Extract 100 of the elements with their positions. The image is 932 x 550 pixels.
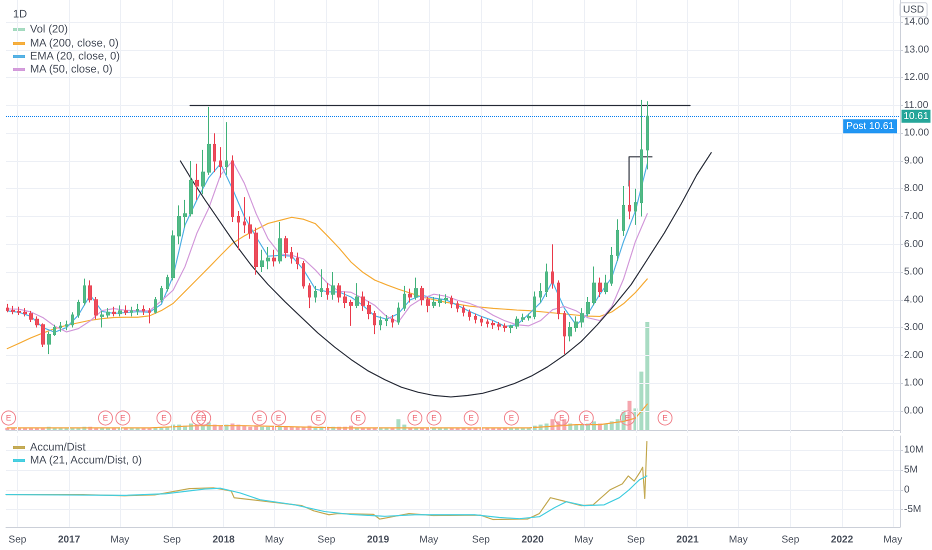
candlestick [17, 306, 21, 316]
candlestick [136, 303, 139, 316]
line-series [6, 216, 648, 350]
bar [260, 426, 264, 430]
candlestick [254, 227, 258, 276]
y-tick-label: 14.00 [904, 16, 930, 28]
x-tick-label: Sep [318, 534, 336, 546]
x-tick-label: Sep [472, 534, 490, 546]
candlestick [545, 263, 548, 298]
x-tick-label: May [110, 534, 130, 546]
y-tick-label: 0 [904, 484, 910, 496]
candlestick [160, 285, 163, 304]
x-tick-label: 2022 [830, 534, 854, 546]
candlestick [314, 285, 317, 304]
candlestick [177, 204, 181, 245]
candlestick [124, 304, 128, 316]
candlestick [349, 299, 353, 326]
candlestick [568, 321, 572, 342]
candlestick [456, 300, 459, 313]
candlestick [71, 312, 74, 328]
candlestick [201, 149, 205, 195]
candlestick [195, 163, 199, 200]
x-tick-label: 2018 [212, 534, 236, 546]
legend-label: MA (50, close, 0) [30, 64, 113, 76]
candlestick [77, 299, 80, 318]
y-tick-label: 13.00 [904, 44, 930, 56]
candlestick [284, 235, 288, 259]
x-tick-label: 2020 [521, 534, 544, 546]
candlestick [497, 321, 501, 331]
candlestick [509, 324, 513, 334]
candlestick [183, 199, 187, 228]
annotation: E [120, 414, 126, 422]
candlestick [148, 308, 151, 324]
candlestick [248, 216, 252, 240]
y-tick-label: 4.00 [904, 294, 924, 306]
y-tick-label: 2.00 [904, 350, 924, 361]
candlestick [65, 320, 68, 331]
candlestick [503, 322, 507, 332]
candlestick [207, 106, 211, 176]
x-tick-label: Sep [781, 534, 800, 546]
candlestick [361, 290, 365, 312]
bar [580, 424, 584, 430]
candlestick [35, 316, 39, 328]
candlestick [403, 285, 406, 312]
candlestick [171, 230, 175, 281]
annotation: E [6, 414, 12, 422]
annotation: E [508, 414, 514, 422]
candlestick [385, 314, 388, 327]
candlestick [646, 100, 649, 170]
candlestick [29, 310, 33, 322]
x-tick-label: May [728, 534, 748, 546]
candlestick [580, 308, 584, 328]
candlestick [118, 304, 122, 317]
candlestick [237, 210, 240, 250]
candlestick [59, 321, 62, 332]
candlestick [88, 280, 92, 304]
candlestick [290, 246, 293, 264]
candlestick [408, 288, 412, 304]
candlestick [231, 154, 234, 223]
legend-label: Vol (20) [30, 24, 68, 36]
candlestick [521, 313, 525, 322]
candlestick [53, 324, 56, 336]
candlestick [337, 282, 341, 304]
candlestick [189, 160, 193, 217]
candlestick [420, 285, 424, 306]
candlestick [574, 316, 578, 332]
legend-label: MA (21, Accum/Dist, 0) [30, 454, 142, 466]
annotation: E [559, 414, 564, 422]
y-tick-label: 10M [904, 444, 924, 456]
candlestick [426, 296, 430, 313]
annotation: E [624, 414, 630, 422]
annotation: E [276, 414, 282, 422]
annotation: E [102, 414, 108, 422]
candlestick [373, 310, 376, 335]
candlestick [302, 260, 305, 290]
annotation: E [468, 414, 474, 422]
candlestick [610, 246, 613, 286]
candlestick [355, 282, 359, 309]
candlestick [379, 316, 382, 331]
candlestick [266, 246, 270, 270]
y-tick-label: 7.00 [904, 211, 924, 222]
candlestick [272, 249, 276, 267]
candlestick [100, 310, 104, 328]
x-tick-label: 2017 [58, 534, 81, 546]
y-axis-title: USD [902, 4, 924, 16]
candlestick [308, 282, 311, 309]
candlestick [397, 302, 400, 326]
y-tick-label: 12.00 [904, 72, 930, 84]
candlestick [23, 308, 27, 317]
candlestick [106, 308, 110, 318]
bar [645, 322, 650, 430]
candlestick [474, 313, 477, 324]
legend-label: Accum/Dist [30, 442, 86, 454]
candlestick [83, 278, 86, 306]
y-tick-label: 9.00 [904, 155, 924, 166]
candlestick [243, 196, 246, 234]
candlestick [11, 305, 15, 315]
candlestick [219, 146, 222, 178]
candlestick [563, 310, 566, 355]
candlestick [225, 122, 228, 176]
